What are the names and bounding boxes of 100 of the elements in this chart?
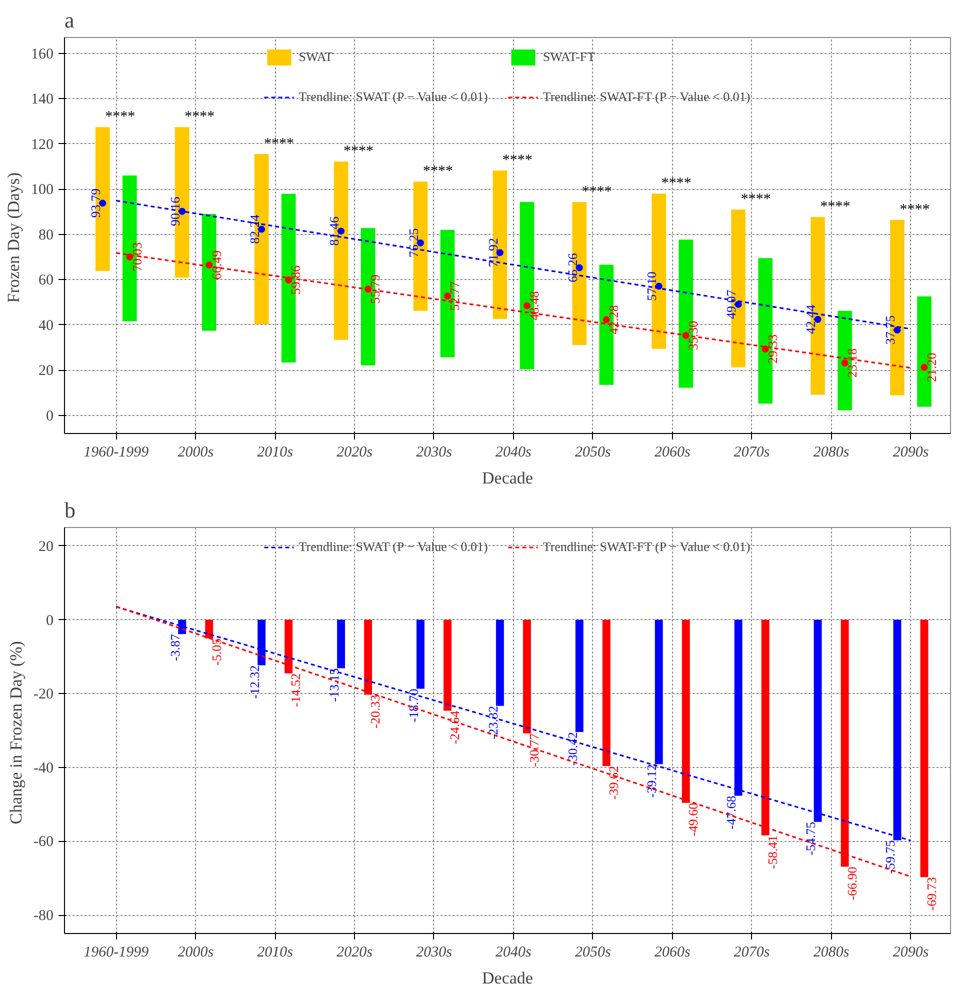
legend-label: Trendline: SWAT-FT (P − Value < 0.01)	[542, 89, 750, 105]
y-tick-label: 60	[38, 272, 54, 289]
data-label: 52.77	[447, 280, 462, 311]
x-tick-label: 2000s	[178, 944, 214, 960]
y-tick-label: 0	[46, 612, 54, 629]
annotation: ****	[582, 184, 612, 200]
x-tick-label: 2010s	[257, 944, 294, 960]
data-label: 42.44	[803, 304, 818, 334]
data-label: 93.79	[88, 188, 103, 218]
data-label: 42.28	[606, 305, 622, 334]
x-tick-label: 2040s	[496, 444, 532, 460]
data-label: -30.77	[526, 732, 542, 767]
y-tick-label: -20	[34, 686, 54, 703]
data-label: 76.25	[406, 228, 421, 258]
y-tick-label: 0	[46, 408, 54, 424]
data-label: -12.32	[246, 665, 262, 699]
x-tick-label: 2000s	[178, 444, 214, 460]
data-label: 23.18	[844, 348, 860, 378]
data-label: 37.75	[882, 315, 898, 345]
data-label: -14.52	[288, 673, 304, 707]
data-label: -59.75	[882, 840, 898, 874]
data-label: -3.87	[167, 634, 182, 662]
x-axis-title: Decade	[482, 468, 533, 488]
data-label: -49.60	[686, 802, 701, 836]
chart-title: a	[64, 8, 74, 32]
annotation: ****	[264, 136, 294, 152]
data-label: -23.32	[485, 706, 500, 740]
annotation: ****	[422, 164, 453, 180]
annotation: ****	[184, 109, 215, 126]
data-label: -13.15	[326, 668, 342, 702]
legend-label: Trendline: SWAT (P − Value < 0.01)	[298, 539, 488, 555]
y-tick-label: 20	[38, 363, 54, 380]
x-tick-label: 2010s	[257, 444, 294, 460]
annotation: ****	[344, 144, 374, 160]
data-label: 82.24	[246, 214, 262, 244]
data-label: 57.10	[644, 272, 660, 301]
y-tick-label: 40	[38, 318, 54, 334]
x-axis-title: Decade	[482, 968, 533, 988]
x-tick-label: 2030s	[416, 944, 452, 960]
x-tick-label: 2050s	[575, 444, 612, 460]
data-label: -39.12	[644, 764, 660, 798]
data-label: 35.30	[686, 320, 701, 350]
data-label: -58.41	[765, 835, 780, 869]
data-label: 65.26	[564, 252, 580, 282]
x-tick-label: 2020s	[336, 944, 373, 960]
x-tick-label: 2040s	[496, 944, 532, 960]
y-tick-label: 140	[31, 92, 54, 108]
y-tick-label: 80	[38, 227, 54, 244]
data-label: 66.49	[208, 250, 224, 280]
x-tick-label: 2060s	[654, 444, 690, 460]
annotation: ****	[661, 176, 692, 192]
y-tick-label: -60	[34, 834, 54, 850]
legend-label: Trendline: SWAT-FT (P − Value < 0.01)	[542, 539, 750, 555]
data-label: 90.16	[167, 196, 182, 226]
data-label: -20.33	[368, 694, 383, 728]
x-tick-label: 2090s	[892, 444, 929, 460]
x-tick-label: 2080s	[813, 444, 850, 460]
data-label: 55.79	[368, 274, 383, 304]
data-label: 59.86	[288, 264, 304, 295]
annotation: ****	[740, 191, 771, 208]
x-tick-label: 2080s	[813, 944, 850, 960]
annotation: ****	[105, 109, 136, 126]
y-tick-label: 120	[31, 136, 54, 153]
data-label: -47.68	[724, 796, 739, 830]
x-tick-label: 2060s	[654, 944, 690, 960]
legend-label: Trendline: SWAT (P − Value < 0.01)	[298, 89, 488, 105]
data-label: -24.64	[447, 710, 462, 744]
annotation: ****	[820, 198, 850, 215]
data-label: 71.92	[485, 238, 500, 268]
annotation: ****	[900, 202, 930, 218]
x-tick-label: 1960-1999	[84, 944, 150, 960]
data-label: -39.62	[606, 766, 622, 800]
data-label: 21.20	[924, 352, 939, 382]
y-axis-title: Change in Frozen Day (%)	[6, 641, 26, 824]
legend-label: SWAT-FT	[542, 49, 596, 65]
x-tick-label: 2070s	[734, 944, 770, 960]
data-label: 70.03	[129, 242, 144, 272]
data-label: 49.07	[724, 289, 739, 319]
x-tick-label: 2030s	[416, 444, 452, 460]
data-label: -66.90	[844, 866, 860, 900]
x-tick-label: 2050s	[575, 944, 612, 960]
y-tick-label: -80	[34, 908, 54, 924]
y-tick-label: -40	[34, 760, 54, 776]
x-tick-label: 2090s	[892, 944, 929, 960]
data-label: -69.73	[924, 877, 939, 911]
x-tick-label: 2070s	[734, 444, 770, 460]
data-label: -54.75	[803, 822, 818, 856]
chart-title: b	[64, 498, 76, 522]
data-label: 48.48	[526, 291, 542, 320]
y-tick-label: 20	[38, 538, 54, 555]
y-tick-label: 160	[31, 46, 54, 62]
data-label: 81.46	[326, 216, 342, 246]
annotation: ****	[502, 152, 532, 169]
x-tick-label: 2020s	[336, 444, 373, 460]
x-tick-label: 1960-1999	[84, 444, 150, 460]
data-label: 29.33	[765, 334, 780, 364]
y-tick-label: 100	[31, 182, 54, 198]
data-label: -5.05	[208, 638, 224, 666]
y-axis-title: Frozen Day (Days)	[4, 172, 23, 303]
legend-label: SWAT	[298, 49, 333, 65]
